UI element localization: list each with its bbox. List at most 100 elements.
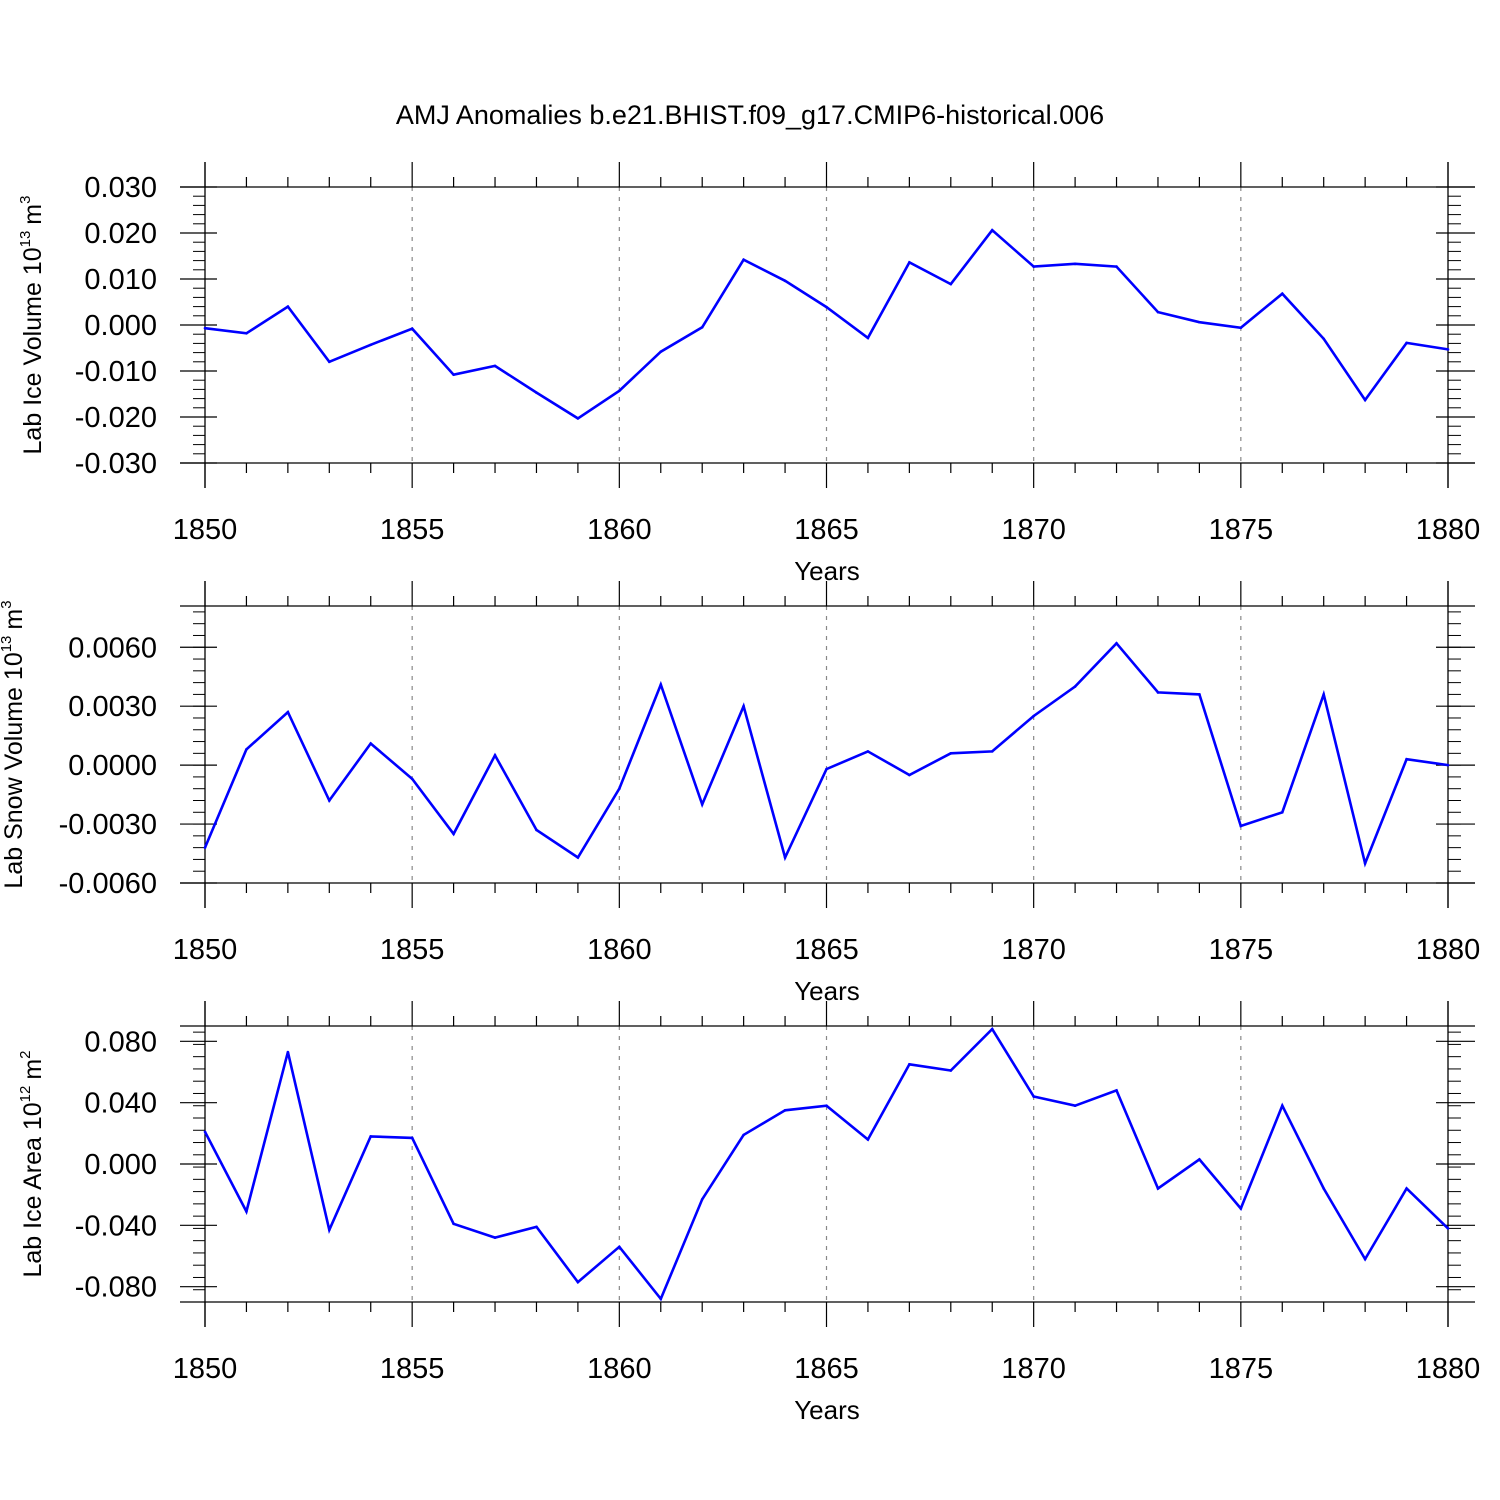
data-point	[410, 1136, 414, 1140]
data-point	[493, 754, 497, 757]
data-point	[1198, 693, 1201, 696]
data-point	[742, 704, 745, 708]
y-tick-label: 0.000	[84, 1149, 157, 1181]
x-tick-label: 1880	[1416, 514, 1481, 546]
data-point	[1156, 691, 1160, 694]
y-axis-label-text: Lab Ice Area 10	[19, 1102, 47, 1277]
x-axis-label: Years	[794, 1395, 860, 1425]
data-point	[1198, 320, 1201, 324]
y-tick-label: 0.0060	[68, 632, 157, 664]
data-point	[576, 856, 580, 859]
data-point	[1032, 265, 1035, 268]
x-tick-label: 1875	[1209, 934, 1274, 966]
data-point	[949, 1069, 953, 1072]
data-point	[1115, 1089, 1118, 1092]
chart-panel-1: -0.030 -0.020 -0.010 0.000 0.010 0.020 0.030 18…	[17, 162, 1480, 586]
data-point	[1322, 693, 1325, 696]
y-tick-label: 0.0030	[68, 691, 157, 723]
data-point	[700, 1197, 704, 1201]
data-point	[825, 1104, 828, 1108]
y-axis-label-unit: m	[19, 204, 47, 225]
data-point	[1156, 1187, 1160, 1190]
x-tick-label: 1850	[173, 514, 238, 546]
data-point	[783, 279, 787, 283]
data-point	[1446, 348, 1450, 351]
data-point	[1363, 398, 1367, 402]
y-tick-label: -0.040	[75, 1210, 157, 1242]
data-point	[1322, 1187, 1325, 1190]
data-point	[452, 373, 455, 376]
data-point	[618, 1245, 621, 1249]
data-point	[535, 391, 538, 394]
data-point	[1073, 1104, 1077, 1108]
x-tick-label: 1880	[1416, 934, 1481, 966]
x-tick-label: 1860	[587, 514, 652, 546]
figure-title: AMJ Anomalies b.e21.BHIST.f09_g17.CMIP6-…	[396, 100, 1104, 130]
data-point	[1322, 337, 1325, 341]
data-point	[1156, 310, 1160, 314]
data-point	[990, 750, 994, 753]
data-point	[203, 846, 207, 849]
y-axis-label-unit: m	[19, 1059, 47, 1080]
y-tick-label: 0.040	[84, 1088, 157, 1120]
data-point	[659, 683, 663, 686]
data-point	[783, 1109, 787, 1112]
data-point	[1446, 1227, 1450, 1230]
x-tick-label: 1870	[1001, 514, 1066, 546]
data-point	[410, 327, 414, 330]
x-tick-label: 1850	[173, 1353, 238, 1385]
data-point	[1405, 757, 1408, 761]
data-point	[1115, 265, 1118, 268]
x-tick-label: 1875	[1209, 514, 1274, 546]
data-point	[493, 1236, 497, 1239]
y-axis-label: Lab Ice Volume 1013 m3	[17, 196, 47, 455]
data-point	[866, 336, 870, 340]
y-tick-label: 0.020	[84, 218, 157, 250]
data-point	[1073, 685, 1077, 688]
data-point	[990, 1027, 994, 1031]
data-point	[783, 856, 787, 859]
data-point	[535, 828, 538, 832]
y-axis-label-unit: m	[0, 609, 28, 630]
y-axis-label-unit-exponent: 3	[0, 600, 15, 608]
data-point	[1446, 763, 1450, 767]
data-point	[1239, 824, 1243, 828]
x-tick-label: 1880	[1416, 1353, 1481, 1385]
data-point	[286, 305, 290, 308]
data-point	[1280, 292, 1284, 296]
y-axis-label-exponent: 12	[17, 1086, 34, 1103]
x-tick-label: 1850	[173, 934, 238, 966]
data-point	[286, 1050, 290, 1054]
data-point	[245, 331, 248, 335]
data-point	[369, 343, 373, 347]
x-tick-label: 1865	[794, 934, 859, 966]
y-tick-label: 0.010	[84, 264, 157, 296]
data-point	[452, 832, 455, 836]
data-point	[1239, 326, 1243, 330]
x-tick-label: 1855	[380, 514, 445, 546]
data-point	[1239, 1207, 1243, 1210]
data-point	[618, 389, 621, 393]
data-point	[369, 1135, 373, 1138]
y-axis-label-exponent: 13	[0, 636, 15, 653]
data-point	[949, 282, 953, 286]
data-point	[908, 1063, 911, 1066]
x-tick-label: 1865	[794, 514, 859, 546]
data-point	[908, 261, 911, 264]
data-point	[328, 360, 331, 364]
data-point	[908, 773, 911, 777]
data-point	[659, 350, 663, 353]
y-tick-label: -0.080	[75, 1272, 157, 1304]
y-axis-label-unit-exponent: 3	[17, 196, 34, 204]
data-point	[825, 767, 828, 771]
data-point	[700, 326, 704, 329]
data-point	[1363, 862, 1367, 865]
data-point	[1032, 1095, 1035, 1098]
data-point	[990, 228, 994, 232]
data-point	[493, 364, 497, 368]
data-point	[742, 1133, 745, 1137]
data-point	[949, 752, 953, 755]
y-axis-label-text: Lab Snow Volume 10	[0, 652, 28, 888]
data-point	[1073, 262, 1077, 266]
